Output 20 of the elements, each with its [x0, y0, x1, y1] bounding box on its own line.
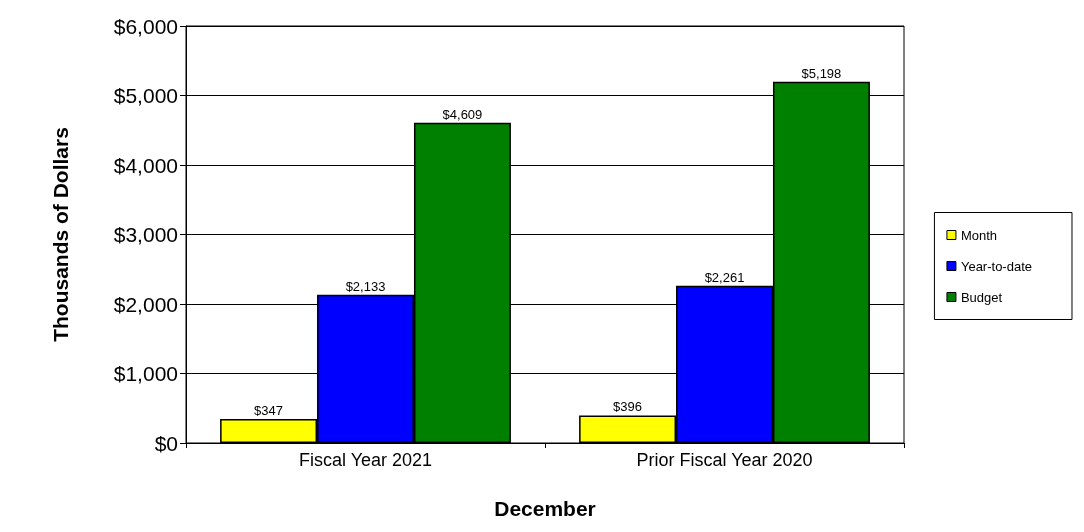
x-tick-label: Fiscal Year 2021 — [298, 450, 433, 470]
y-tick-label: $0 — [154, 431, 178, 455]
y-tick-label: $1,000 — [113, 362, 178, 385]
legend-label: Budget — [960, 289, 1003, 305]
y-tick-label: $4,000 — [113, 153, 178, 177]
data-label: $396 — [613, 399, 643, 415]
x-tick-label: Prior Fiscal Year 2020 — [636, 450, 813, 470]
y-tick-label: $5,000 — [113, 84, 178, 107]
data-label: $4,609 — [442, 106, 483, 122]
legend-label: Month — [960, 227, 998, 243]
y-axis-title: Thousands of Dollars — [49, 127, 72, 342]
data-label: $2,133 — [345, 278, 386, 294]
y-tick-label: $3,000 — [113, 223, 178, 246]
data-label: $5,198 — [801, 65, 842, 81]
y-tick-label: $6,000 — [113, 14, 178, 38]
y-tick-label: $2,000 — [113, 292, 178, 316]
data-label: $347 — [254, 402, 284, 418]
x-axis-title: December — [494, 497, 596, 520]
data-label: $2,261 — [704, 269, 745, 285]
legend-label: Year-to-date — [960, 258, 1033, 274]
